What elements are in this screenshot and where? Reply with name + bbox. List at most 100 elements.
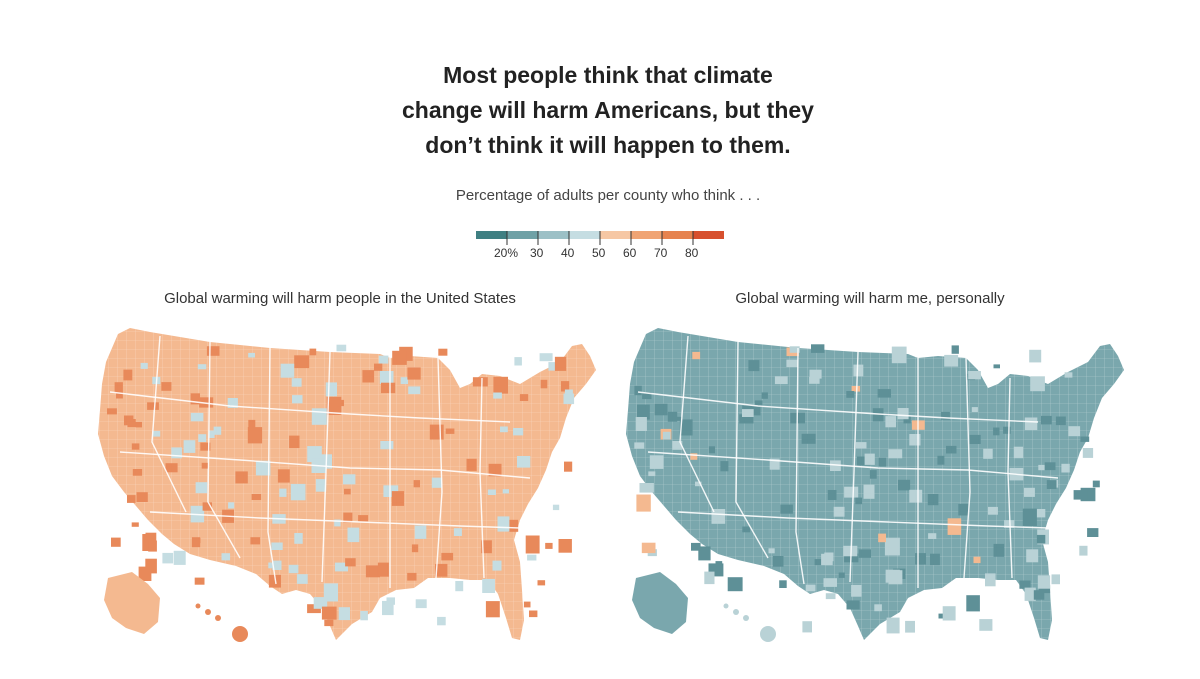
county-patch	[742, 526, 751, 533]
county-patch	[453, 528, 462, 536]
legend-swatch	[600, 231, 631, 239]
county-patch	[809, 376, 820, 384]
county-patch	[539, 353, 553, 362]
county-patch	[288, 564, 299, 574]
county-patch	[667, 411, 678, 422]
county-patch	[272, 560, 282, 570]
county-patch	[183, 440, 196, 453]
county-patch	[884, 537, 900, 556]
county-patch	[545, 542, 553, 549]
county-patch	[374, 363, 383, 371]
county-patch	[786, 359, 799, 368]
alaska-shape	[632, 572, 688, 634]
county-patch	[407, 572, 417, 581]
county-patch	[864, 453, 875, 465]
left-map-title: Global warming will harm people in the U…	[164, 290, 516, 307]
county-patch	[558, 539, 572, 553]
county-patch	[898, 479, 911, 491]
county-patch	[292, 395, 303, 404]
county-patch	[206, 346, 220, 356]
county-patch	[360, 611, 368, 621]
county-patch	[885, 416, 896, 428]
county-patch	[748, 360, 760, 372]
county-patch	[248, 419, 256, 429]
county-patch	[413, 480, 420, 488]
county-patch	[951, 345, 959, 354]
county-patch	[290, 483, 306, 501]
county-patch	[1064, 372, 1073, 378]
county-patch	[809, 369, 822, 379]
county-patch	[171, 447, 182, 459]
county-patch	[400, 377, 408, 385]
county-patch	[789, 346, 800, 353]
county-patch	[711, 509, 726, 524]
legend-swatch	[569, 231, 600, 239]
county-patch	[537, 580, 546, 586]
county-patch	[296, 574, 308, 584]
hawaii-islands	[723, 603, 776, 642]
legend-swatch	[476, 231, 507, 239]
county-patch	[165, 463, 178, 473]
county-patch	[878, 457, 887, 467]
county-patch	[228, 502, 235, 509]
headline: Most people think that climate change wi…	[360, 58, 856, 163]
county-patch	[768, 548, 775, 554]
county-patch	[202, 502, 212, 511]
county-patch	[937, 455, 945, 465]
county-patch	[1087, 528, 1099, 537]
legend-tick-label: 40	[561, 246, 575, 260]
county-patch	[727, 577, 743, 592]
county-patch	[162, 552, 174, 564]
county-patch	[517, 456, 531, 468]
county-patch	[874, 604, 882, 612]
county-patch	[851, 584, 862, 597]
county-patch	[1037, 575, 1051, 589]
county-patch	[851, 386, 861, 392]
county-patch	[1003, 426, 1011, 434]
county-patch	[481, 540, 492, 554]
county-patch	[338, 607, 350, 621]
county-patch	[704, 571, 715, 585]
county-patch	[201, 462, 209, 469]
county-patch	[1061, 463, 1070, 473]
county-patch	[107, 408, 117, 415]
county-patch	[414, 525, 427, 539]
county-patch	[637, 404, 650, 420]
county-patch	[116, 392, 123, 399]
map-harm-me-personally	[618, 322, 1138, 657]
county-patch	[191, 537, 201, 548]
county-patch	[1035, 509, 1046, 518]
county-patch	[502, 489, 509, 494]
county-patch	[307, 446, 322, 463]
county-patch	[564, 389, 573, 400]
legend-swatch	[662, 231, 693, 239]
county-patch	[527, 554, 537, 561]
county-patch	[946, 445, 957, 454]
county-patch	[825, 593, 836, 600]
county-patch	[383, 485, 399, 497]
county-patch	[774, 376, 788, 385]
legend-tick-label: 70	[654, 246, 668, 260]
headline-line-3: don’t think it will happen to them.	[425, 132, 791, 158]
county-patch	[195, 482, 208, 494]
county-patch	[324, 619, 334, 627]
county-patch	[855, 497, 863, 505]
county-patch	[801, 433, 816, 444]
county-patch	[411, 544, 419, 553]
county-patch	[969, 434, 981, 444]
county-patch	[277, 469, 290, 483]
county-patch	[1019, 580, 1031, 589]
county-patch	[927, 494, 939, 506]
county-patch	[380, 441, 394, 450]
county-patch	[487, 489, 496, 495]
color-legend: 20% 30 40 50 60 70 80	[476, 231, 726, 263]
county-patch	[482, 578, 495, 593]
county-patch	[635, 417, 647, 431]
county-patch	[294, 533, 303, 544]
county-patch	[1055, 416, 1066, 426]
county-patch	[642, 392, 652, 400]
county-patch	[909, 434, 921, 446]
county-patch	[877, 389, 891, 398]
county-patch	[362, 370, 375, 383]
county-patch	[111, 537, 121, 547]
